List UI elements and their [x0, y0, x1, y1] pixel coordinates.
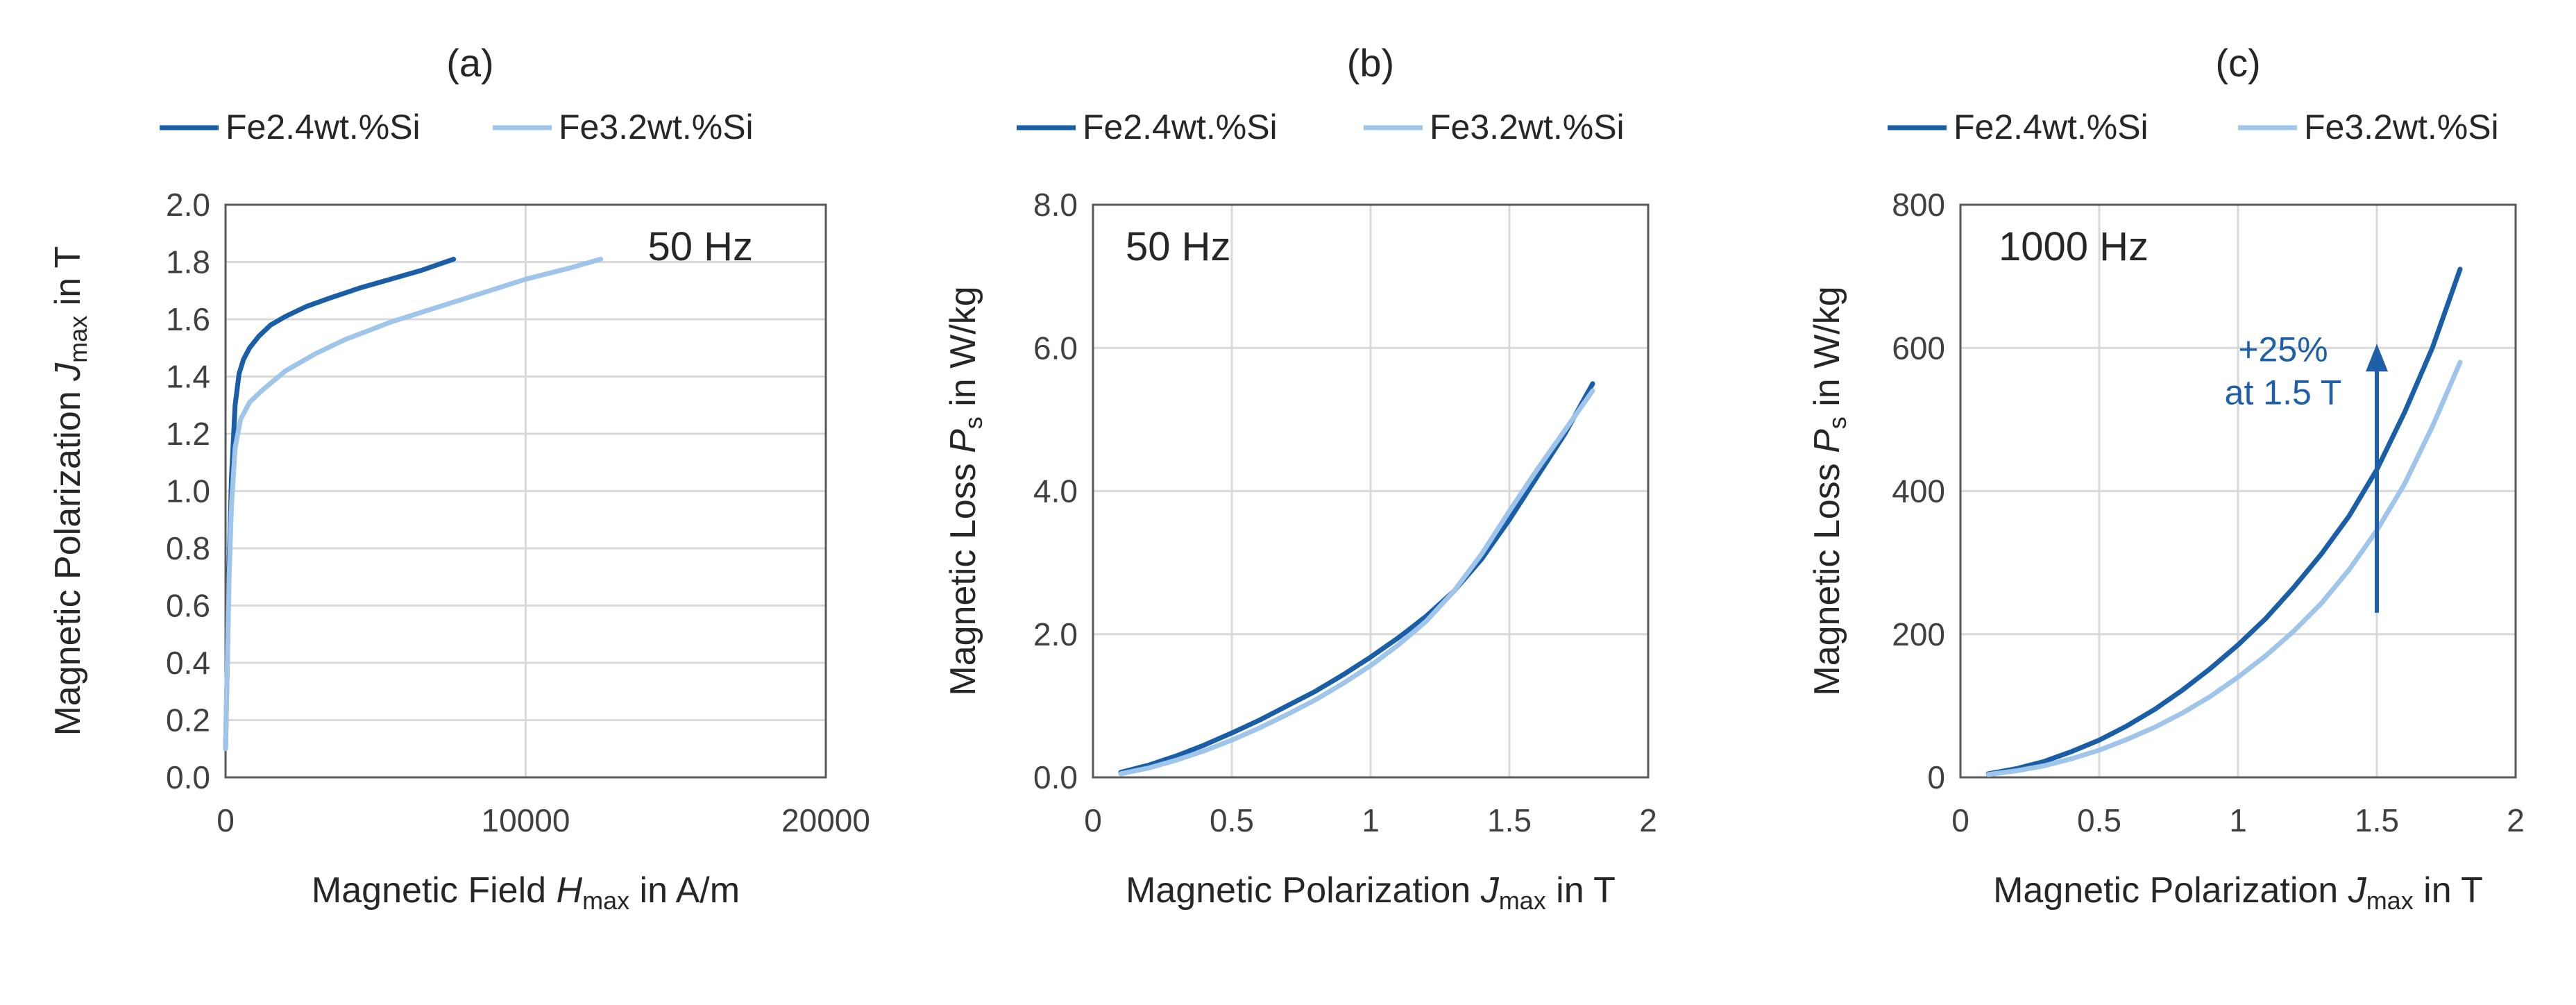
annotation-arrow-head [2366, 344, 2388, 372]
x-axis-label: Magnetic Polarization Jmax in T [1126, 870, 1616, 915]
y-axis-label-suffix: in T [48, 246, 88, 316]
x-axis-label-suffix: in T [1546, 870, 1616, 911]
plot-area-frame [1092, 203, 1650, 779]
y-axis-label-suffix: in W/kg [943, 286, 983, 416]
x-axis-label-subscript: max [582, 886, 629, 915]
x-tick-label: 1.5 [2355, 802, 2399, 838]
y-axis-label-symbol: P [1807, 429, 1847, 453]
x-tick-label: 2 [2507, 802, 2525, 838]
panel-title: (b) [1347, 41, 1394, 85]
y-tick-label: 0.8 [166, 530, 210, 566]
x-tick-label: 20000 [781, 802, 870, 838]
x-axis-label-subscript: max [2366, 886, 2414, 915]
plot-area-frame [1959, 203, 2517, 779]
y-axis-label-prefix: Magnetic Polarization [48, 381, 88, 736]
plot-area-frame [224, 203, 827, 779]
y-tick-label: 8.0 [1033, 187, 1078, 223]
y-tick-label: 1.0 [166, 473, 210, 509]
x-tick-label: 1.5 [1487, 802, 1532, 838]
y-tick-label: 0.4 [166, 645, 210, 681]
x-tick-label: 0 [1084, 802, 1102, 838]
y-tick-label: 0.2 [166, 702, 210, 738]
y-tick-label: 0.6 [166, 588, 210, 624]
x-axis-label-prefix: Magnetic Field [312, 870, 557, 911]
x-axis-label-symbol: J [2348, 870, 2367, 911]
x-axis-label-symbol: J [1480, 870, 1500, 911]
x-tick-label: 0 [1951, 802, 1969, 838]
series-line-fe24wtsi [1985, 267, 2463, 777]
x-tick-label: 0.5 [2077, 802, 2121, 838]
y-tick-label: 0.0 [1033, 759, 1078, 795]
x-axis-label: Magnetic Field Hmax in A/m [312, 870, 740, 915]
x-tick-label: 2 [1639, 802, 1657, 838]
y-tick-label: 1.4 [166, 359, 210, 395]
x-axis-label-suffix: in T [2414, 870, 2483, 911]
y-tick-label: 1.8 [166, 244, 210, 280]
x-tick-label: 10000 [482, 802, 570, 838]
legend-label-2: Fe3.2wt.%Si [2304, 108, 2499, 146]
y-tick-label: 800 [1892, 187, 1945, 223]
legend-label-1: Fe2.4wt.%Si [1954, 108, 2149, 146]
frequency-label: 50 Hz [647, 224, 753, 269]
y-tick-label: 400 [1892, 473, 1945, 509]
y-axis-label-prefix: Magnetic Loss [1807, 453, 1847, 696]
x-tick-label: 1 [1362, 802, 1380, 838]
y-tick-label: 0.0 [166, 759, 210, 795]
y-tick-label: 600 [1892, 330, 1945, 366]
y-axis-label: Magnetic Loss Ps in W/kg [1807, 286, 1852, 695]
x-axis-label-prefix: Magnetic Polarization [1993, 870, 2348, 911]
frequency-label: 50 Hz [1126, 224, 1231, 269]
y-tick-label: 2.0 [1033, 616, 1078, 652]
panel-title: (a) [446, 41, 493, 85]
annotation-text-line: +25% [2238, 330, 2328, 369]
x-axis-label-subscript: max [1499, 886, 1546, 915]
y-tick-label: 6.0 [1033, 330, 1078, 366]
x-axis-label-symbol: H [557, 870, 583, 911]
y-axis-label-subscript: s [1823, 416, 1852, 429]
y-axis-label: Magnetic Loss Ps in W/kg [943, 286, 988, 695]
legend-label-2: Fe3.2wt.%Si [1430, 108, 1625, 146]
series-line-fe32wtsi [223, 256, 604, 752]
series-line-fe32wtsi [1118, 388, 1595, 777]
y-tick-label: 0 [1927, 759, 1945, 795]
legend-label-1: Fe2.4wt.%Si [1083, 108, 1278, 146]
series-line-fe32wtsi [1985, 360, 2463, 777]
legend-label-2: Fe3.2wt.%Si [559, 108, 754, 146]
series-line-fe24wtsi [1118, 381, 1595, 775]
y-tick-label: 200 [1892, 616, 1945, 652]
x-tick-label: 0 [217, 802, 235, 838]
annotation-text-line: at 1.5 T [2225, 373, 2342, 412]
chart-panel-c: 0 0.5 1 1.5 2 0 200 400 600 800 (c) Fe2.4wt.%Si Fe3.… [1807, 41, 2525, 915]
chart-panel-a: 0 10000 20000 0.0 0.2 0.4 0.6 0.8 1.0 1.2 1.4 1.6 1.… [48, 41, 870, 915]
y-axis-label-prefix: Magnetic Loss [943, 453, 983, 696]
y-axis-label-symbol: P [943, 429, 983, 453]
x-axis-label: Magnetic Polarization Jmax in T [1993, 870, 2483, 915]
y-tick-label: 2.0 [166, 187, 210, 223]
legend-label-1: Fe2.4wt.%Si [226, 108, 421, 146]
chart-panel-b: 0 0.5 1 1.5 2 0.0 2.0 4.0 6.0 8.0 (b) Fe2.4wt.%Si Fe… [943, 41, 1657, 915]
x-axis-label-prefix: Magnetic Polarization [1126, 870, 1481, 911]
y-axis-label: Magnetic Polarization Jmax in T [48, 246, 92, 736]
series-line-fe24wtsi [223, 256, 457, 752]
x-tick-label: 0.5 [1210, 802, 1254, 838]
y-axis-label-subscript: s [959, 416, 988, 429]
y-axis-label-suffix: in W/kg [1807, 286, 1847, 416]
panel-title: (c) [2215, 41, 2260, 85]
frequency-label: 1000 Hz [1999, 224, 2149, 269]
x-tick-label: 1 [2229, 802, 2247, 838]
x-axis-label-suffix: in A/m [629, 870, 740, 911]
y-axis-label-subscript: max [64, 316, 92, 363]
y-tick-label: 1.2 [166, 416, 210, 452]
y-axis-label-symbol: J [48, 362, 88, 382]
y-tick-label: 4.0 [1033, 473, 1078, 509]
y-tick-label: 1.6 [166, 301, 210, 337]
